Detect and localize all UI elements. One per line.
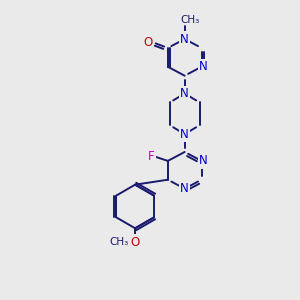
Text: CH₃: CH₃ (110, 237, 129, 247)
Text: N: N (199, 60, 208, 73)
Text: O: O (130, 236, 140, 249)
Text: F: F (148, 150, 154, 164)
Text: O: O (143, 35, 153, 49)
Text: N: N (180, 128, 189, 141)
Text: CH₃: CH₃ (180, 15, 199, 25)
Text: N: N (180, 182, 189, 195)
Text: N: N (199, 154, 208, 167)
Text: N: N (180, 32, 189, 46)
Text: N: N (180, 87, 189, 100)
